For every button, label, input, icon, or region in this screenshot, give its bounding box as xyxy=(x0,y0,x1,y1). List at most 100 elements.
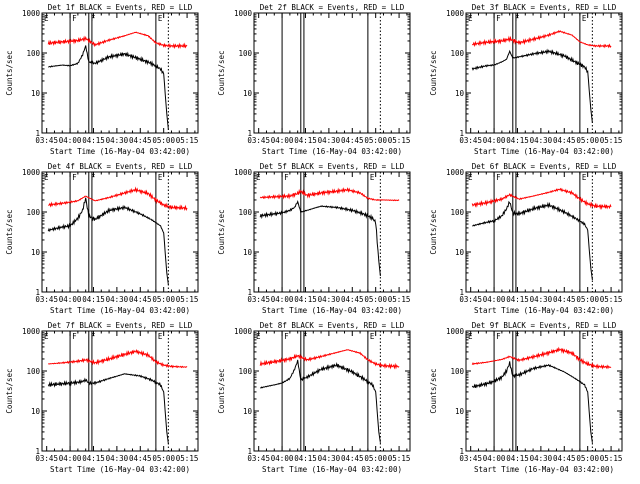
plot-frame xyxy=(253,171,411,293)
x-tick-label: 05:00 xyxy=(576,136,599,145)
y-tick-label: 1000 xyxy=(22,168,41,177)
y-tick-label: 100 xyxy=(238,49,252,58)
plot-frame xyxy=(465,330,623,452)
x-axis-label: Start Time (16-May-04 03:42:00) xyxy=(474,306,614,315)
panel-title: Det 2f BLACK = Events, RED = LLD xyxy=(260,3,405,12)
events-series-line xyxy=(48,45,169,130)
x-tick-label: 04:45 xyxy=(553,454,576,463)
event-marker-label: F xyxy=(303,332,308,341)
lld-series-line xyxy=(48,349,188,369)
x-tick-label: 04:45 xyxy=(341,136,364,145)
y-tick-label: 1000 xyxy=(234,327,253,336)
x-tick-label: 04:45 xyxy=(553,136,576,145)
x-tick-label: 05:15 xyxy=(600,295,623,304)
x-tick-label: 04:30 xyxy=(530,454,553,463)
panel-title: Det 6f BLACK = Events, RED = LLD xyxy=(472,162,617,171)
y-tick-label: 1 xyxy=(459,129,464,138)
plot-frame xyxy=(41,171,199,293)
x-tick-label: 04:30 xyxy=(318,136,341,145)
panel-title: Det 5f BLACK = Events, RED = LLD xyxy=(260,162,405,171)
y-tick-label: 100 xyxy=(450,49,464,58)
x-tick-label: 04:15 xyxy=(82,454,105,463)
x-tick-label: 04:15 xyxy=(82,295,105,304)
x-tick-label: 03:45 xyxy=(35,136,58,145)
y-tick-label: 1 xyxy=(247,288,252,297)
x-tick-label: 04:15 xyxy=(294,454,317,463)
x-tick-label: 05:15 xyxy=(176,454,199,463)
y-tick-label: 10 xyxy=(455,407,465,416)
event-marker-label: F xyxy=(91,14,96,23)
x-axis-label: Start Time (16-May-04 03:42:00) xyxy=(50,465,190,474)
event-marker-label: E xyxy=(158,173,163,182)
x-axis-label: Start Time (16-May-04 03:42:00) xyxy=(50,147,190,156)
x-tick-label: 04:15 xyxy=(82,136,105,145)
y-axis-label: Counts/sec xyxy=(217,50,226,95)
lld-series-line xyxy=(471,346,612,370)
plot-frame xyxy=(41,330,199,452)
y-tick-label: 1000 xyxy=(446,327,465,336)
x-tick-label: 05:00 xyxy=(576,295,599,304)
panel-title: Det 9f BLACK = Events, RED = LLD xyxy=(472,321,617,330)
y-axis-label: Counts/sec xyxy=(5,50,14,95)
y-tick-label: 1000 xyxy=(446,9,465,18)
x-tick-label: 05:15 xyxy=(176,295,199,304)
events-series-line xyxy=(472,200,593,281)
y-tick-label: 10 xyxy=(31,89,41,98)
detector-panel: Det 5f BLACK = Events, RED = LLD Counts/s… xyxy=(217,162,411,315)
x-tick-label: 03:45 xyxy=(459,295,482,304)
x-tick-label: 04:15 xyxy=(506,454,529,463)
corner-label: E xyxy=(256,332,261,341)
y-tick-label: 1 xyxy=(35,447,40,456)
x-tick-label: 04:45 xyxy=(553,295,576,304)
y-tick-label: 10 xyxy=(455,89,465,98)
corner-label: E xyxy=(468,14,473,23)
event-marker-label: E xyxy=(158,14,163,23)
y-axis-label: Counts/sec xyxy=(5,209,14,254)
detector-panel: Det 9f BLACK = Events, RED = LLD Counts/s… xyxy=(429,321,623,474)
plot-frame xyxy=(465,12,623,134)
x-tick-label: 05:15 xyxy=(388,454,411,463)
lld-series-line xyxy=(471,29,612,49)
x-tick-label: 03:45 xyxy=(459,454,482,463)
x-tick-label: 04:00 xyxy=(271,136,294,145)
panel-title: Det 3f BLACK = Events, RED = LLD xyxy=(472,3,617,12)
event-marker-label: F xyxy=(72,14,77,23)
panel-title: Det 7f BLACK = Events, RED = LLD xyxy=(48,321,193,330)
x-tick-label: 04:00 xyxy=(271,295,294,304)
corner-label: E xyxy=(44,173,49,182)
lld-series-line xyxy=(48,186,188,211)
y-tick-label: 1 xyxy=(35,129,40,138)
x-tick-label: 04:30 xyxy=(530,136,553,145)
x-tick-label: 04:45 xyxy=(129,454,152,463)
x-axis-label: Start Time (16-May-04 03:42:00) xyxy=(50,306,190,315)
x-tick-label: 04:30 xyxy=(106,454,129,463)
events-series-line xyxy=(260,359,381,443)
x-tick-label: 03:45 xyxy=(35,454,58,463)
y-tick-label: 1000 xyxy=(22,9,41,18)
panel-title: Det 1f BLACK = Events, RED = LLD xyxy=(48,3,193,12)
events-series-line xyxy=(259,200,381,277)
x-tick-label: 03:45 xyxy=(247,136,270,145)
events-series-line xyxy=(471,48,593,123)
y-tick-label: 10 xyxy=(31,407,41,416)
x-tick-label: 05:00 xyxy=(152,136,175,145)
x-tick-label: 05:15 xyxy=(600,454,623,463)
event-marker-label: E xyxy=(370,173,375,182)
lld-series-line xyxy=(471,187,612,210)
x-tick-label: 04:30 xyxy=(318,295,341,304)
y-axis-label: Counts/sec xyxy=(5,368,14,413)
y-tick-label: 100 xyxy=(26,367,40,376)
event-marker-label: F xyxy=(515,332,520,341)
y-tick-label: 1 xyxy=(459,288,464,297)
detector-panel: Det 1f BLACK = Events, RED = LLD Counts/s… xyxy=(5,3,199,156)
x-tick-label: 04:00 xyxy=(59,295,82,304)
x-tick-label: 04:45 xyxy=(129,136,152,145)
x-axis-label: Start Time (16-May-04 03:42:00) xyxy=(262,306,402,315)
x-tick-label: 05:00 xyxy=(364,295,387,304)
x-tick-label: 05:15 xyxy=(600,136,623,145)
event-marker-label: F xyxy=(496,173,501,182)
x-tick-label: 04:15 xyxy=(506,295,529,304)
y-axis-label: Counts/sec xyxy=(217,368,226,413)
event-marker-label: F xyxy=(515,14,520,23)
